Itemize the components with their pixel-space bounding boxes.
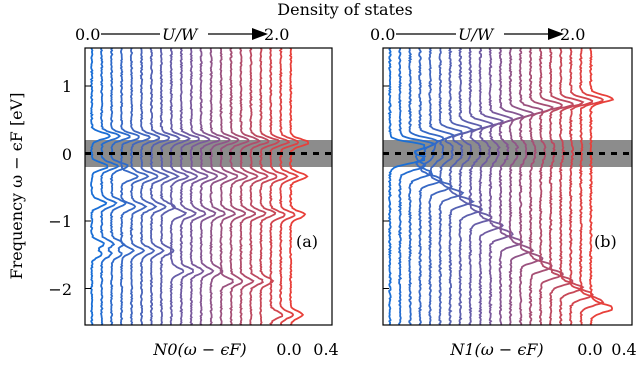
panel-a-curves (89, 47, 310, 326)
panel-a-sweep-param: U/W (162, 25, 199, 44)
panel-a-border (84, 47, 333, 326)
panel-b-sweep-start: 0.0 (370, 25, 395, 44)
panel-b-sweep-end: 2.0 (560, 25, 585, 44)
y-axis-label: Frequency ω − ϵF [eV] (7, 93, 26, 280)
panel-b-border (382, 47, 633, 326)
panel-a-series-line-2 (109, 47, 131, 326)
panel-a-series-line-6 (149, 47, 171, 326)
panel-b-series-line-18 (568, 47, 594, 326)
panel-b-xtick-label-0: 0.0 (577, 340, 602, 359)
panel-a-series-line-0 (89, 47, 111, 326)
panel-a-xlabel: N0(ω − ϵF) (152, 340, 246, 359)
panel-a-series-line-18 (268, 47, 291, 326)
panel-b-series-line-4 (427, 47, 455, 326)
panel-b-series-line-11 (498, 47, 524, 326)
panel-b-series-line-19 (578, 47, 605, 326)
panel-a-sweep-start: 0.0 (75, 25, 100, 44)
panel-a-ytick-label-m1: −1 (48, 212, 72, 231)
panel-b-series-line-9 (478, 48, 505, 326)
panel-a-series-line-8 (169, 47, 192, 326)
panel-b-series-line-16 (548, 47, 575, 326)
panel-a-series-line-11 (199, 47, 221, 326)
panel-b-series-line-2 (407, 47, 440, 325)
panel-a-series-line-5 (139, 47, 161, 326)
panel-a-label: (a) (296, 232, 318, 251)
panel-b-curves (387, 47, 615, 326)
panel-b-sweep-param: U/W (458, 25, 495, 44)
figure-title: Density of states (277, 0, 412, 19)
panel-b-series-line-0 (387, 47, 426, 326)
panel-a-series-line-7 (159, 47, 181, 326)
panel-b-series-line-20 (588, 47, 615, 326)
panel-b-sweep-arrowhead (548, 28, 564, 40)
panel-a-sweep-end: 2.0 (264, 25, 289, 44)
panel-b-series-line-10 (488, 47, 514, 326)
panel-b-series-line-7 (458, 47, 483, 326)
panel-a-series-line-4 (129, 47, 152, 326)
panel-a: 0.0 U/W 2.0 1 0 −1 −2 (a) N0(ω − ϵF) 0.0… (48, 25, 338, 359)
panel-a-series-line-16 (248, 47, 270, 326)
panel-b-series-line-13 (518, 47, 544, 326)
panel-a-series-line-19 (278, 47, 300, 326)
panel-b-series-line-1 (397, 47, 436, 326)
panel-b-xlabel: N1(ω − ϵF) (449, 340, 543, 359)
panel-a-series-line-13 (219, 47, 240, 326)
panel-a-series-line-15 (239, 47, 262, 326)
panel-a-series-line-12 (209, 47, 231, 326)
panel-b-series-line-15 (538, 48, 564, 326)
panel-a-series-line-20 (288, 47, 310, 326)
panel-a-series-line-9 (179, 47, 200, 326)
panel-b-series-line-5 (438, 47, 465, 326)
panel-a-sweep-arrowhead (252, 28, 268, 40)
panel-a-ytick-label-1: 1 (62, 77, 72, 96)
panel-b-xtick-label-1: 0.4 (611, 340, 636, 359)
panel-a-ytick-label-m2: −2 (48, 280, 72, 299)
panel-a-xtick-label-1: 0.4 (313, 340, 338, 359)
panel-a-series-line-3 (119, 47, 140, 326)
panel-a-series-line-1 (99, 47, 122, 326)
panel-a-series-line-14 (229, 47, 250, 326)
panel-b-series-line-12 (508, 47, 535, 326)
panel-a-xtick-label-0: 0.0 (276, 340, 301, 359)
panel-b-series-line-3 (417, 47, 445, 326)
panel-b-series-line-8 (468, 47, 494, 326)
panel-b: 0.0 U/W 2.0 (b) N1(ω − ϵF) 0.0 0.4 (370, 25, 637, 359)
panel-a-ytick-label-0: 0 (62, 145, 72, 164)
panel-b-label: (b) (594, 232, 617, 251)
panel-b-series-line-6 (448, 47, 475, 326)
panel-a-series-line-10 (189, 47, 211, 326)
panel-b-series-line-14 (528, 47, 554, 326)
panel-b-series-line-17 (558, 47, 585, 326)
